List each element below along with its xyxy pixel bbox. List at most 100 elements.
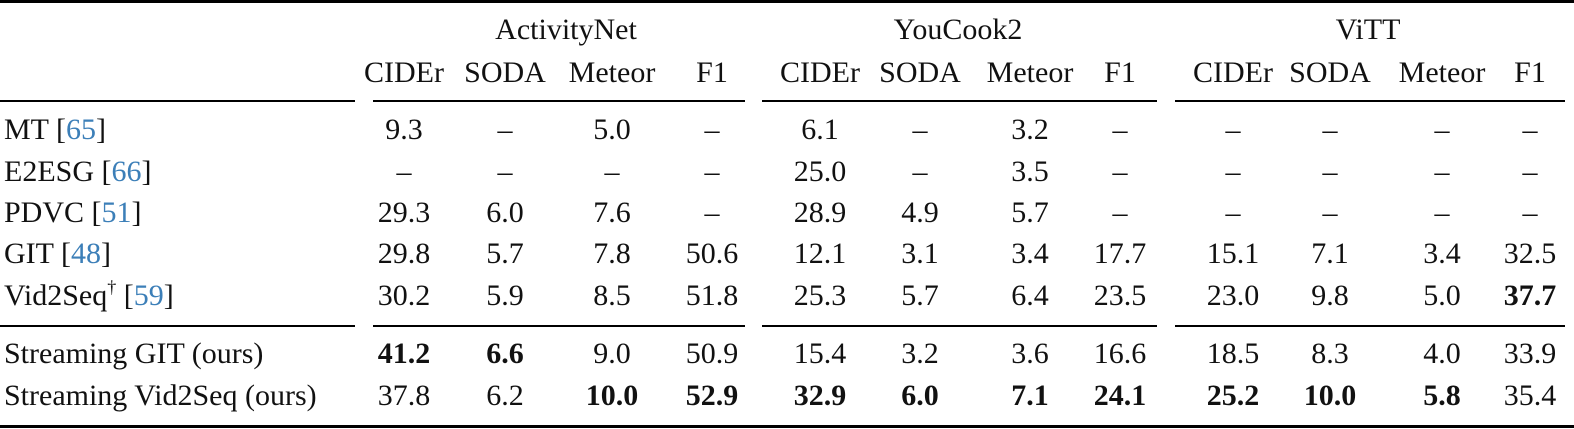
table-cell: – [1322, 196, 1338, 229]
table-cell: – [1225, 196, 1241, 229]
table-cell: 29.8 [377, 237, 431, 270]
header-rule-activitynet [373, 100, 745, 102]
mid-rule-vitt [1175, 325, 1565, 327]
table-cell: 12.1 [793, 237, 847, 270]
table-cell: 4.0 [1423, 337, 1461, 370]
metric-header-soda: SODA [879, 56, 961, 89]
bottom-rule [0, 425, 1574, 428]
table-cell: 6.1 [801, 113, 839, 146]
group-header-youcook2: YouCook2 [893, 13, 1023, 46]
table-cell: 5.8 [1423, 379, 1461, 412]
table-cell: 25.2 [1206, 379, 1260, 412]
metric-header-cider: CIDEr [1193, 56, 1273, 89]
metric-header-f1: F1 [1514, 56, 1546, 89]
table-cell: 10.0 [585, 379, 639, 412]
table-cell: – [1112, 155, 1128, 188]
citation-link[interactable]: 65 [65, 113, 96, 146]
method-label: Streaming GIT (ours) [4, 337, 263, 371]
table-cell: 7.8 [593, 237, 631, 270]
table-cell: 3.2 [901, 337, 939, 370]
table-cell: 8.3 [1311, 337, 1349, 370]
table-cell: 7.1 [1011, 379, 1049, 412]
table-cell: 32.5 [1503, 237, 1557, 270]
citation-link[interactable]: 48 [70, 237, 101, 270]
table-cell: 6.2 [486, 379, 524, 412]
table-cell: 51.8 [685, 279, 739, 312]
method-label: PDVC [51] [4, 196, 142, 229]
table-cell: – [1434, 155, 1450, 188]
table-cell: 24.1 [1093, 379, 1147, 412]
method-name: Streaming Vid2Seq (ours) [4, 379, 317, 412]
mid-rule-activitynet [373, 325, 745, 327]
group-header-activitynet: ActivityNet [495, 13, 637, 46]
table-cell: – [912, 155, 928, 188]
table-cell: 5.7 [486, 237, 524, 270]
top-rule [0, 0, 1574, 3]
method-label: GIT [48] [4, 237, 111, 270]
table-cell: – [1522, 196, 1538, 229]
method-name: Vid2Seq [4, 279, 108, 312]
table-cell: – [1434, 113, 1450, 146]
table-cell: – [604, 155, 620, 188]
metric-header-f1: F1 [1104, 56, 1136, 89]
table-cell: 6.4 [1011, 279, 1049, 312]
table-cell: – [1322, 113, 1338, 146]
table-cell: – [912, 113, 928, 146]
table-cell: – [1225, 113, 1241, 146]
dagger-mark: † [107, 277, 117, 297]
table-cell: 5.7 [1011, 196, 1049, 229]
citation-link[interactable]: 66 [111, 155, 142, 188]
table-cell: 6.0 [901, 379, 939, 412]
table-cell: 5.7 [901, 279, 939, 312]
method-label: Streaming Vid2Seq (ours) [4, 379, 317, 413]
table-cell: 50.6 [685, 237, 739, 270]
table-cell: 37.8 [377, 379, 431, 412]
table-cell: 5.0 [1423, 279, 1461, 312]
table-cell: 8.5 [593, 279, 631, 312]
table-cell: 10.0 [1303, 379, 1357, 412]
table-cell: – [1112, 196, 1128, 229]
metric-header-meteor: Meteor [1398, 56, 1486, 89]
table-cell: – [396, 155, 412, 188]
table-cell: – [1522, 155, 1538, 188]
table-cell: 32.9 [793, 379, 847, 412]
table-cell: 23.0 [1206, 279, 1260, 312]
table-cell: 16.6 [1093, 337, 1147, 370]
table-cell: 6.6 [486, 337, 524, 370]
table-cell: 6.0 [486, 196, 524, 229]
table-cell: – [704, 113, 720, 146]
table-cell: 35.4 [1503, 379, 1557, 412]
header-rule-method [0, 100, 355, 102]
table-cell: 52.9 [685, 379, 739, 412]
table-cell: 3.4 [1423, 237, 1461, 270]
table-cell: 37.7 [1503, 279, 1557, 312]
method-label: Vid2Seq† [59] [4, 277, 174, 312]
table-cell: 3.6 [1011, 337, 1049, 370]
table-cell: 23.5 [1093, 279, 1147, 312]
table-cell: 25.0 [793, 155, 847, 188]
method-label: E2ESG [66] [4, 155, 152, 188]
table-cell: 15.1 [1206, 237, 1260, 270]
table-cell: 41.2 [377, 337, 431, 370]
citation-link[interactable]: 51 [101, 196, 132, 229]
metric-header-soda: SODA [464, 56, 546, 89]
table-cell: 25.3 [793, 279, 847, 312]
metric-header-meteor: Meteor [986, 56, 1074, 89]
table-cell: 5.0 [593, 113, 631, 146]
table-cell: 15.4 [793, 337, 847, 370]
table-cell: 9.3 [385, 113, 423, 146]
method-label: MT [65] [4, 113, 106, 146]
table-cell: – [704, 155, 720, 188]
table-cell: – [1112, 113, 1128, 146]
table-cell: – [497, 113, 513, 146]
table-cell: 4.9 [901, 196, 939, 229]
header-rule-vitt [1175, 100, 1565, 102]
header-rule-youcook2 [762, 100, 1157, 102]
citation-link[interactable]: 59 [133, 279, 164, 312]
method-name: MT [4, 113, 49, 146]
metric-header-soda: SODA [1289, 56, 1371, 89]
table-cell: 3.4 [1011, 237, 1049, 270]
table-cell: – [704, 196, 720, 229]
metric-header-f1: F1 [696, 56, 728, 89]
table-cell: 3.1 [901, 237, 939, 270]
